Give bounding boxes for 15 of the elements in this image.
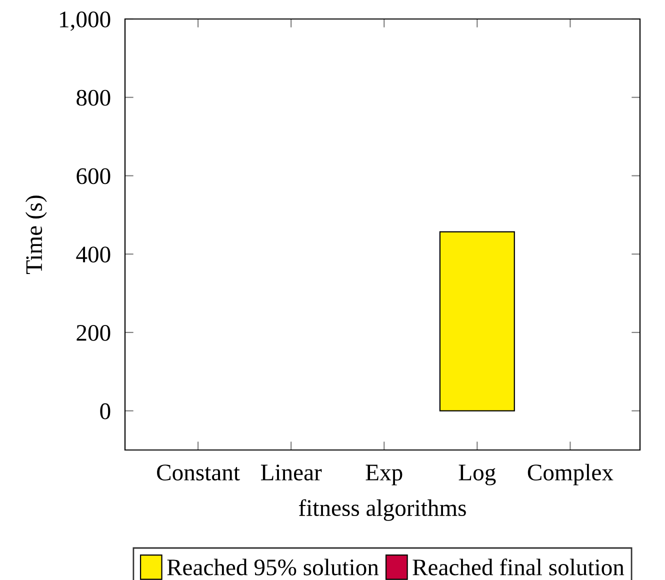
x-tick-label: Linear	[260, 464, 322, 481]
x-axis-title: fitness algorithms	[298, 499, 466, 521]
x-tick-label: Exp	[366, 464, 402, 486]
y-tick-label: 1,000	[60, 11, 110, 31]
y-tick-label: 0	[100, 403, 110, 420]
x-tick-label: Complex	[528, 464, 614, 486]
y-axis-title: Time (s)	[25, 196, 47, 274]
y-tick-label: 800	[76, 90, 110, 106]
x-tick-label: Constant	[157, 464, 240, 481]
y-tick-label: 600	[76, 168, 110, 184]
legend-label: Reached 95% solution	[167, 558, 379, 576]
x-tick-label: Log	[458, 464, 496, 486]
y-tick-label: 200	[76, 324, 110, 341]
legend-label: Reached final solution	[412, 558, 624, 576]
y-tick-label: 400	[76, 246, 110, 263]
